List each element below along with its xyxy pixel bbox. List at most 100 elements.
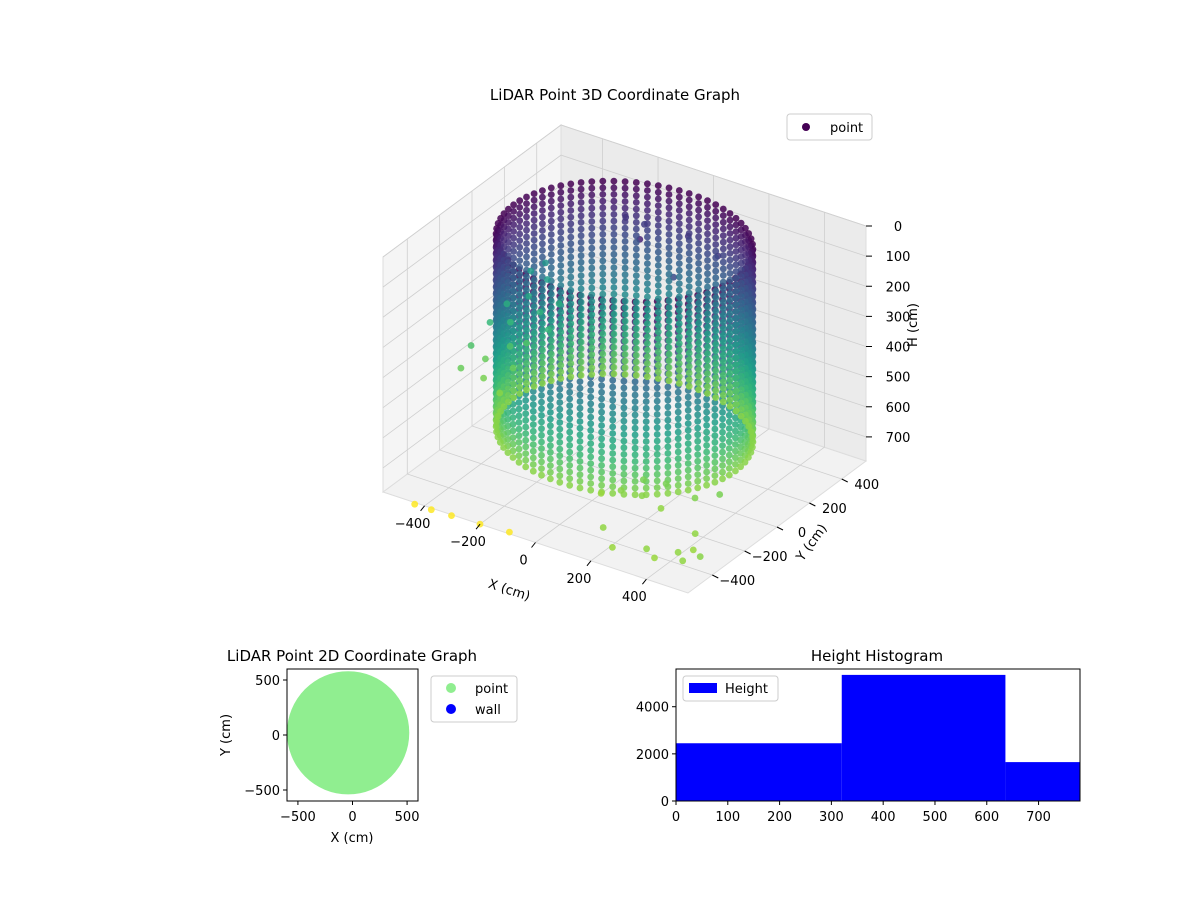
x3d-tickmark-4 <box>642 578 647 585</box>
point-3d-1707 <box>685 190 693 197</box>
point-3d-1949 <box>644 180 651 188</box>
point-3d-2046 <box>577 212 585 220</box>
point-3d-1354 <box>732 288 740 295</box>
point-3d-1981 <box>567 187 575 194</box>
point-3d-1424 <box>726 343 734 350</box>
point-3d-56 <box>631 384 639 392</box>
point-3d-1609 <box>704 356 711 364</box>
point-3d-2154 <box>610 324 618 331</box>
point-3d-237 <box>598 388 605 396</box>
point-3d-178 <box>609 396 617 404</box>
point-3d-1892 <box>654 208 662 216</box>
point-3d-1522 <box>505 385 512 392</box>
point-3d-1932 <box>557 268 565 276</box>
point-3d-1652 <box>695 233 702 241</box>
point-3d-1869 <box>547 257 555 265</box>
point-3d-2036 <box>632 351 640 359</box>
point-3d-525 <box>719 462 726 469</box>
point-3d-63 <box>631 431 639 439</box>
point-3d-1407 <box>726 230 734 237</box>
point-3d-1695 <box>523 313 530 321</box>
point-3d-95 <box>653 444 661 452</box>
point-3d-2142 <box>610 244 618 252</box>
point-3d-1834 <box>665 231 673 238</box>
point-3d-1346 <box>732 234 740 242</box>
point-3d-460 <box>711 432 719 440</box>
point-3d-2191 <box>599 370 607 378</box>
point-3d-397 <box>703 428 710 436</box>
point-3d-1679 <box>523 206 530 214</box>
point-3d-186 <box>609 450 617 457</box>
point-3d-2167 <box>599 211 607 218</box>
point-3d-8 <box>599 524 607 531</box>
point-3d-1891 <box>654 202 662 210</box>
point-3d-1881 <box>547 337 555 345</box>
point-3d-1997 <box>567 293 575 301</box>
point-3d-2128 <box>588 351 596 358</box>
point-3d-428 <box>566 422 574 429</box>
point-3d-1687 <box>523 260 530 267</box>
point-3d-1787 <box>675 320 683 327</box>
point-3d-1650 <box>695 220 702 227</box>
point-3d-2199 <box>536 308 544 316</box>
point-3d-2001 <box>567 320 575 327</box>
grid-z-1 <box>382 154 867 288</box>
point-3d-2074 <box>621 198 629 205</box>
point-3d-2126 <box>588 337 596 345</box>
point-3d-1605 <box>704 330 711 337</box>
point-3d-1640 <box>516 356 524 364</box>
point-3d-2038 <box>632 365 640 372</box>
point-3d-1961 <box>644 260 651 267</box>
point-3d-669 <box>529 401 537 409</box>
point-3d-2143 <box>610 250 618 258</box>
point-3d-518 <box>719 415 726 423</box>
point-3d-2019 <box>632 238 640 246</box>
y2d-tick-0: −500 <box>244 784 280 799</box>
point-3d-2007 <box>567 360 575 367</box>
point-3d-2164 <box>599 191 607 198</box>
yh-tick-1: 2000 <box>636 748 669 763</box>
point-3d-1490 <box>719 371 727 379</box>
point-3d-739 <box>522 463 530 471</box>
point-3d-1967 <box>644 300 651 307</box>
point-3d-91 <box>653 417 661 425</box>
point-3d-1360 <box>732 327 740 335</box>
point-3d-2043 <box>577 192 585 200</box>
point-3d-641 <box>732 421 739 428</box>
point-3d-4 <box>643 545 650 553</box>
point-3d-1620 <box>516 223 524 231</box>
point-3d-94 <box>653 437 661 445</box>
point-3d-1946 <box>557 361 565 369</box>
point-3d-129 <box>620 470 628 478</box>
point-3d-1907 <box>654 308 662 316</box>
point-3d-1563 <box>510 254 517 262</box>
point-3d-1796 <box>675 379 683 387</box>
point-3d-1813 <box>539 293 546 301</box>
point-3d-405 <box>703 481 710 489</box>
x3d-tick-1: −200 <box>450 535 486 550</box>
point-3d-1746 <box>530 250 538 257</box>
point-3d-100 <box>653 477 661 485</box>
y3d-tick-0: −400 <box>719 574 755 589</box>
point-3d-642 <box>732 427 739 435</box>
point-3d-272 <box>684 420 692 427</box>
point-3d-2160 <box>610 363 618 371</box>
point-3d-2085 <box>621 271 629 279</box>
point-3d-2193 <box>482 355 489 363</box>
point-3d-432 <box>566 448 574 456</box>
yh-tick-0: 0 <box>661 795 669 810</box>
point-3d-370 <box>576 451 584 459</box>
point-3d-2090 <box>621 304 629 312</box>
x3d-tickmark-2 <box>531 542 536 548</box>
point-3d-10 <box>716 491 724 498</box>
point-3d-2059 <box>577 298 585 306</box>
point-3d-2177 <box>599 277 607 285</box>
point-3d-581 <box>725 425 733 432</box>
point-3d-1730 <box>685 343 693 350</box>
point-3d-2067 <box>577 352 585 359</box>
point-3d-1467 <box>719 218 727 226</box>
point-3d-458 <box>711 419 719 426</box>
point-3d-796 <box>515 432 523 440</box>
point-3d-1970 <box>644 320 651 327</box>
point-3d-433 <box>566 455 574 463</box>
